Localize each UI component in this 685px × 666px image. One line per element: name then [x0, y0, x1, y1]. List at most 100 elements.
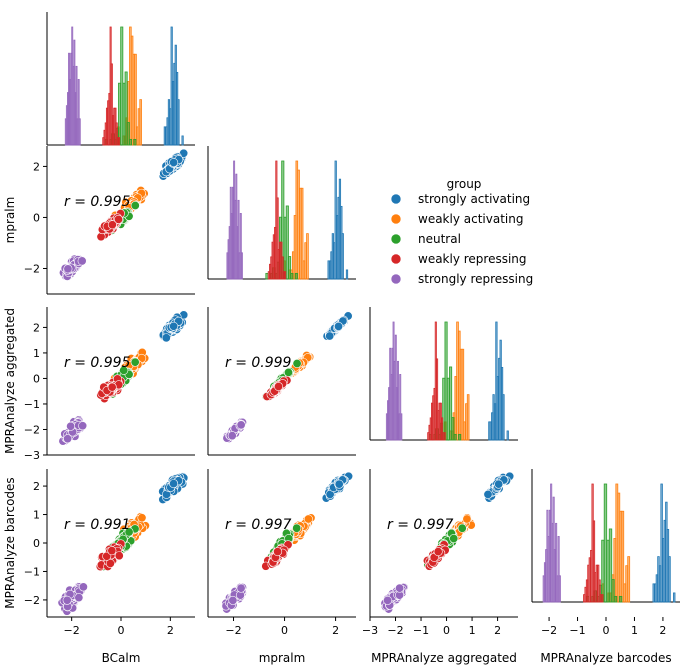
- scatter-point: [433, 547, 443, 557]
- x-axis-label: MPRAnalyze barcodes: [540, 651, 671, 665]
- panel-1-0: r = 0.995 −2 0 2 mpralm: [3, 146, 195, 295]
- histogram-bar: [673, 592, 676, 603]
- histogram-bar: [124, 71, 128, 146]
- scatter-point: [78, 582, 88, 592]
- histogram-bar: [110, 63, 113, 146]
- panel-2-0: r = 0.995 −3 −2 −1 0 1 2 MPRAnalyze aggregated: [3, 307, 195, 462]
- scatter-point: [334, 479, 344, 489]
- histogram-bar: [613, 595, 618, 603]
- histogram-bar: [306, 233, 309, 280]
- histogram-bar: [608, 528, 613, 603]
- y-tick-label: 0: [33, 537, 40, 550]
- histogram-bar: [290, 272, 294, 280]
- histogram-bar: [276, 197, 279, 280]
- x-tick-label: 2: [167, 624, 174, 637]
- histogram-bar: [668, 556, 671, 603]
- y-tick-label: 0: [33, 211, 40, 224]
- x-tick-label: −2: [64, 624, 80, 637]
- histogram-bar: [288, 256, 292, 280]
- panel-0-0: [46, 12, 195, 146]
- panel-1-1: [207, 146, 356, 280]
- scatter-point: [114, 551, 124, 561]
- y-axis-label: MPRAnalyze barcodes: [3, 477, 17, 608]
- panel-3-3: −2 −1 0 1 2 MPRAnalyze barcodes: [531, 469, 680, 665]
- histogram-bar: [441, 417, 444, 441]
- scatter-point: [169, 158, 179, 168]
- x-tick-label: 0: [603, 624, 610, 637]
- correlation-label: r = 0.997: [225, 517, 292, 533]
- scatter-point: [78, 421, 88, 431]
- correlation-label: r = 0.995: [64, 194, 131, 210]
- x-tick-label: 2: [494, 624, 501, 637]
- x-tick-label: 0: [281, 624, 288, 637]
- histogram-bar: [502, 394, 505, 441]
- histogram-bar: [177, 99, 180, 146]
- histogram-bar: [592, 520, 596, 603]
- histogram-bar: [126, 122, 130, 146]
- scatter-point: [63, 264, 73, 274]
- scatter-point: [77, 256, 87, 266]
- legend-label: strongly repressing: [418, 272, 533, 286]
- scatter-point: [161, 333, 171, 343]
- histogram-bar: [449, 366, 453, 441]
- y-tick-label: 0: [33, 372, 40, 385]
- histogram-bar: [341, 233, 344, 280]
- scatter-point: [325, 331, 335, 341]
- histogram-bar: [611, 579, 615, 603]
- histogram-bar: [400, 413, 403, 441]
- correlation-label: r = 0.995: [64, 355, 131, 371]
- legend: group strongly activating weakly activati…: [390, 177, 533, 286]
- panel-2-2: [369, 307, 518, 441]
- y-axis-label: mpralm: [3, 197, 17, 244]
- scatter-point: [236, 583, 246, 593]
- legend-marker: [390, 213, 402, 225]
- histogram-bar: [557, 536, 560, 603]
- histogram-bar: [345, 269, 349, 280]
- legend-marker: [390, 273, 402, 285]
- scatter-point: [303, 514, 313, 524]
- x-tick-label: −2: [225, 624, 241, 637]
- histogram-bar: [239, 213, 242, 280]
- correlation-label: r = 0.991: [64, 517, 130, 533]
- histogram-bar: [598, 579, 601, 603]
- scatter-point: [107, 546, 117, 556]
- panel-2-1: r = 0.999: [207, 307, 356, 456]
- histogram-bar: [181, 135, 184, 146]
- legend-label: weakly repressing: [418, 252, 527, 266]
- histogram-bar: [436, 358, 439, 441]
- histogram-bar: [285, 205, 289, 280]
- scatter-point: [74, 593, 84, 603]
- histogram-bar: [78, 118, 81, 146]
- scatter-point: [236, 420, 246, 430]
- x-tick-label: −2: [387, 624, 403, 637]
- histogram-bar: [461, 348, 465, 441]
- scatter-point: [274, 381, 284, 391]
- scatter-point: [102, 551, 112, 561]
- histogram-bar: [118, 137, 121, 146]
- x-tick-label: 2: [332, 624, 339, 637]
- histogram-bar: [555, 522, 558, 603]
- y-tick-label: 2: [33, 321, 40, 334]
- histogram-bar: [506, 430, 509, 441]
- scatter-point: [483, 489, 493, 499]
- x-tick-label: −3: [362, 624, 378, 637]
- histogram-bar: [451, 417, 455, 441]
- histogram-bar: [399, 374, 402, 441]
- x-tick-label: 2: [659, 624, 666, 637]
- x-axis-label: MPRAnalyze aggregated: [371, 651, 517, 665]
- scatter-point: [334, 321, 344, 331]
- scatter-point: [107, 382, 117, 392]
- scatter-point: [228, 595, 238, 605]
- y-tick-label: 1: [33, 347, 40, 360]
- y-tick-label: 1: [33, 509, 40, 522]
- scatter-point: [63, 434, 73, 444]
- histogram-bar: [453, 433, 457, 441]
- scatter-point: [457, 523, 467, 533]
- panel-3-1: r = 0.997 −2 0 2 mpralm: [207, 469, 356, 665]
- legend-label: strongly activating: [418, 192, 530, 206]
- y-tick-label: −3: [24, 449, 40, 462]
- legend-label: neutral: [418, 232, 461, 246]
- y-axis-label: MPRAnalyze aggregated: [3, 308, 17, 454]
- scatter-point: [62, 595, 72, 605]
